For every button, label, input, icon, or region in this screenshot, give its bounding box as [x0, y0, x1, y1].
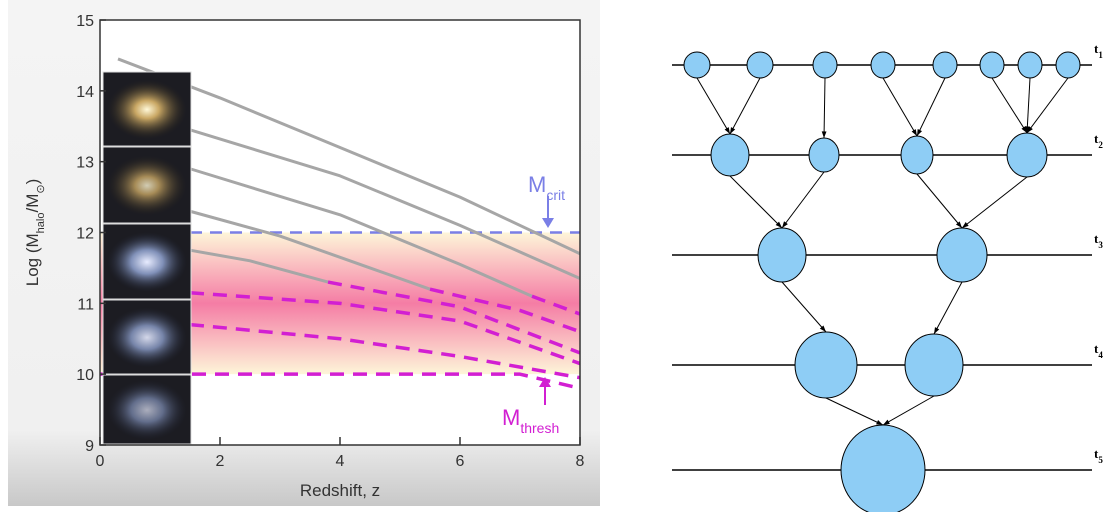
level-label: t1	[1094, 41, 1103, 60]
halo-node	[905, 334, 963, 396]
halo-node	[871, 52, 895, 78]
halo-node	[747, 52, 773, 78]
subscript: crit	[546, 187, 565, 203]
arrow-head	[782, 221, 788, 228]
arrow-head	[725, 127, 730, 134]
edge	[917, 174, 962, 228]
level-label: t3	[1094, 231, 1103, 250]
subscript: 2	[1098, 140, 1103, 150]
edge	[917, 78, 945, 136]
edge	[883, 78, 917, 136]
text-part: M	[502, 405, 520, 430]
x-tick-label: 2	[216, 453, 225, 470]
subscript: 1	[1098, 50, 1103, 60]
edge	[1027, 78, 1068, 133]
edge	[782, 172, 824, 228]
halo-node	[1018, 52, 1042, 78]
merger-tree: t1 t2 t3 t4 t5	[672, 41, 1103, 512]
y-tick-label: 9	[85, 438, 94, 455]
level-label: t4	[1094, 341, 1103, 360]
level-label: t5	[1094, 446, 1103, 465]
arrow-head	[730, 127, 735, 134]
galaxy-glow	[107, 156, 187, 216]
halo-node	[933, 52, 957, 78]
edge	[992, 78, 1027, 133]
halo-node	[795, 332, 857, 398]
arrow-head	[876, 420, 883, 425]
subscript: 5	[1098, 455, 1103, 465]
edge	[697, 78, 730, 134]
x-tick-label: 0	[96, 453, 105, 470]
galaxy-glow	[107, 308, 187, 368]
text-part: Log (M	[23, 233, 42, 286]
halo-node	[841, 425, 925, 512]
text-part: M	[528, 172, 546, 197]
subscript: 4	[1098, 350, 1103, 360]
edge	[826, 398, 883, 425]
subscript: thresh	[520, 420, 559, 436]
y-tick-label: 11	[77, 296, 94, 313]
halo-node	[711, 134, 749, 176]
x-tick-label: 8	[576, 453, 585, 470]
edge	[934, 282, 962, 334]
y-tick-label: 14	[76, 84, 94, 101]
text-part: )	[23, 179, 42, 185]
edge	[1027, 78, 1030, 133]
halo-node	[901, 136, 933, 174]
subscript: halo	[35, 213, 47, 234]
halo-node	[1056, 52, 1080, 78]
y-tick-label: 15	[76, 13, 94, 30]
subscript: 3	[1098, 240, 1103, 250]
galaxy-glow	[107, 380, 187, 440]
x-axis-label: Redshift, z	[300, 481, 380, 500]
halo-node	[813, 52, 837, 78]
halo-node	[937, 228, 987, 282]
text-part: /M	[23, 194, 42, 213]
subscript: ⊙	[35, 184, 47, 193]
chart: 9 10 11 12 13 14 15 0 2 4 6 8 Redshift, z Log (Mhalo/…	[23, 13, 585, 500]
page: 910111213141502468Redshift, zLog (Mhalo/…	[0, 0, 1112, 512]
edge	[730, 78, 760, 134]
edge	[883, 396, 934, 425]
arrow-head	[883, 420, 890, 425]
y-tick-label: 13	[76, 155, 94, 172]
arrow-head	[934, 327, 939, 334]
halo-node	[684, 52, 710, 78]
x-tick-label: 6	[456, 453, 465, 470]
halo-node	[809, 138, 839, 172]
edge	[824, 78, 825, 138]
galaxy-glow	[107, 80, 187, 140]
edge	[782, 282, 826, 332]
halo-node	[1007, 133, 1047, 177]
halo-node	[980, 52, 1004, 78]
arrow-head	[912, 129, 917, 136]
edge	[730, 176, 782, 228]
x-tick-label: 4	[336, 453, 345, 470]
arrow-head	[822, 131, 827, 138]
screen: 910111213141502468Redshift, zLog (Mhalo/…	[0, 0, 1112, 512]
y-tick-label: 12	[76, 226, 94, 243]
arrow-head	[917, 129, 922, 136]
y-tick-label: 10	[76, 367, 94, 384]
edge	[962, 177, 1027, 228]
halo-node	[758, 228, 806, 282]
level-label: t2	[1094, 131, 1103, 150]
galaxy-glow	[107, 232, 187, 292]
